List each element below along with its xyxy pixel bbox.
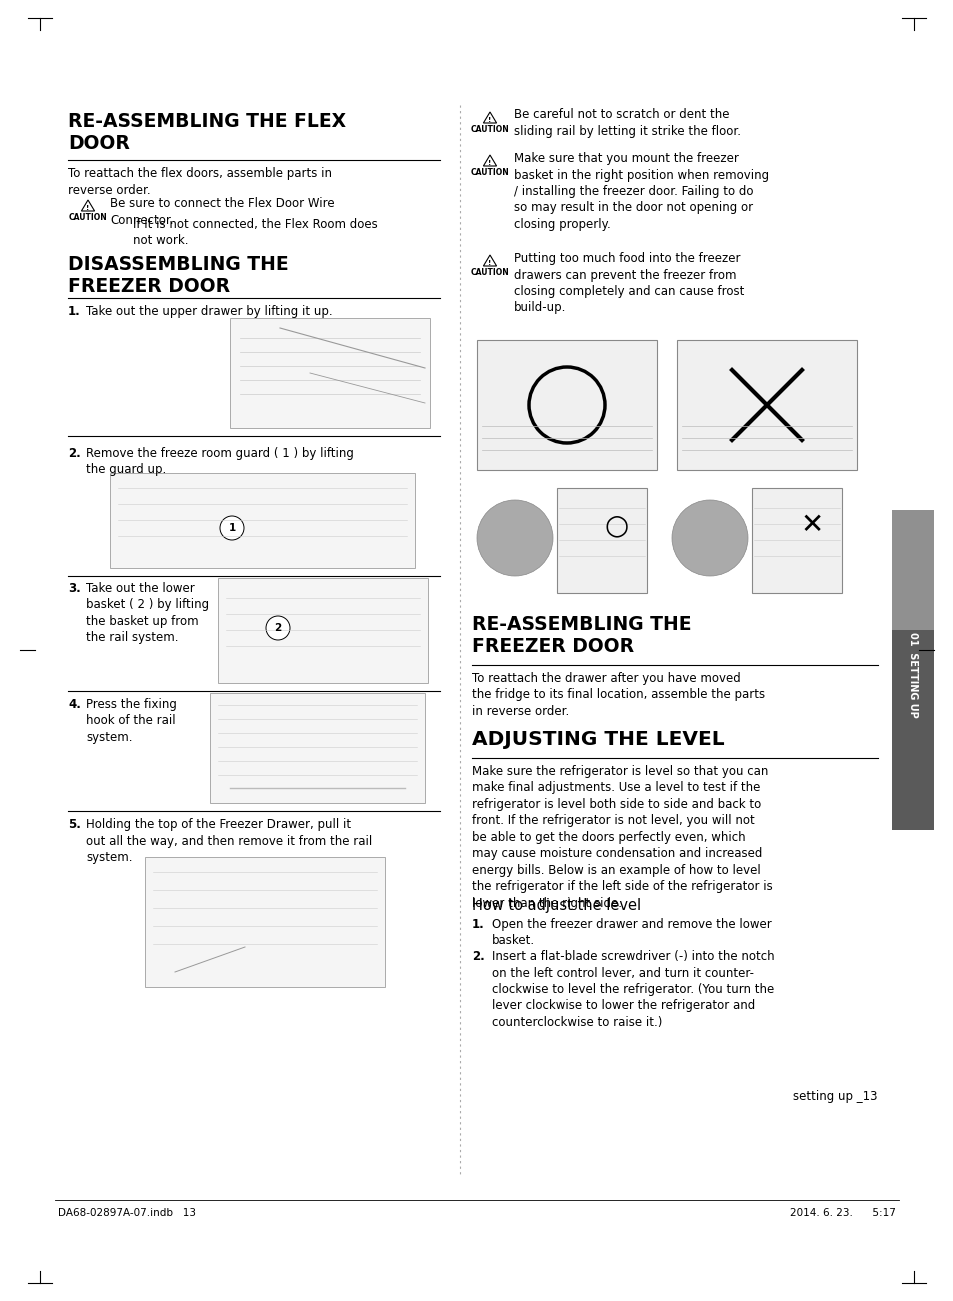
Text: Open the freezer drawer and remove the lower
basket.: Open the freezer drawer and remove the l… <box>492 919 771 947</box>
Text: Remove the freeze room guard ( 1 ) by lifting
the guard up.: Remove the freeze room guard ( 1 ) by li… <box>86 448 354 476</box>
Text: Take out the lower
basket ( 2 ) by lifting
the basket up from
the rail system.: Take out the lower basket ( 2 ) by lifti… <box>86 582 209 644</box>
Text: Putting too much food into the freezer
drawers can prevent the freezer from
clos: Putting too much food into the freezer d… <box>514 252 743 315</box>
Circle shape <box>220 516 244 540</box>
Text: Holding the top of the Freezer Drawer, pull it
out all the way, and then remove : Holding the top of the Freezer Drawer, p… <box>86 818 372 864</box>
Text: RE-ASSEMBLING THE
FREEZER DOOR: RE-ASSEMBLING THE FREEZER DOOR <box>472 615 691 656</box>
Text: CAUTION: CAUTION <box>69 213 108 222</box>
Text: How to adjust the level: How to adjust the level <box>472 898 640 913</box>
Text: Be careful not to scratch or dent the
sliding rail by letting it strike the floo: Be careful not to scratch or dent the sl… <box>514 108 740 138</box>
Text: !: ! <box>488 260 491 267</box>
Text: Make sure that you mount the freezer
basket in the right position when removing
: Make sure that you mount the freezer bas… <box>514 152 768 232</box>
Text: Press the fixing
hook of the rail
system.: Press the fixing hook of the rail system… <box>86 699 176 744</box>
Text: Be sure to connect the Flex Door Wire
Connector.: Be sure to connect the Flex Door Wire Co… <box>110 196 335 226</box>
Bar <box>476 340 657 470</box>
Text: Take out the upper drawer by lifting it up.: Take out the upper drawer by lifting it … <box>86 304 333 317</box>
Text: CAUTION: CAUTION <box>470 168 509 177</box>
Text: Make sure the refrigerator is level so that you can
make final adjustments. Use : Make sure the refrigerator is level so t… <box>472 765 772 909</box>
Circle shape <box>671 500 747 576</box>
Bar <box>891 520 933 830</box>
Bar <box>557 488 646 593</box>
Bar <box>751 488 841 593</box>
Bar <box>218 578 428 683</box>
Bar <box>230 317 430 428</box>
Text: 3.: 3. <box>68 582 81 595</box>
Text: To reattach the flex doors, assemble parts in
reverse order.: To reattach the flex doors, assemble par… <box>68 167 332 196</box>
Text: !: ! <box>87 206 90 211</box>
Text: CAUTION: CAUTION <box>470 125 509 134</box>
Text: 5.: 5. <box>68 818 81 831</box>
Text: To reattach the drawer after you have moved
the fridge to its final location, as: To reattach the drawer after you have mo… <box>472 673 764 718</box>
Bar <box>210 693 424 803</box>
Bar <box>145 857 385 987</box>
Bar <box>891 510 933 630</box>
Bar <box>677 340 856 470</box>
Bar <box>110 474 415 569</box>
Text: 1: 1 <box>228 523 235 533</box>
Text: 01  SETTING UP: 01 SETTING UP <box>907 632 917 718</box>
Text: Insert a flat-blade screwdriver (-) into the notch
on the left control lever, an: Insert a flat-blade screwdriver (-) into… <box>492 950 774 1029</box>
Text: 2.: 2. <box>68 448 81 461</box>
Text: setting up _13: setting up _13 <box>793 1090 877 1103</box>
Text: 2.: 2. <box>472 950 484 963</box>
Text: 4.: 4. <box>68 699 81 712</box>
Text: ADJUSTING THE LEVEL: ADJUSTING THE LEVEL <box>472 730 724 749</box>
Circle shape <box>476 500 553 576</box>
Text: DA68-02897A-07.indb   13: DA68-02897A-07.indb 13 <box>58 1209 195 1218</box>
Text: 2: 2 <box>274 623 281 634</box>
Text: DISASSEMBLING THE
FREEZER DOOR: DISASSEMBLING THE FREEZER DOOR <box>68 255 289 297</box>
Text: ○: ○ <box>604 511 628 539</box>
Text: 1.: 1. <box>472 919 484 932</box>
Text: !: ! <box>488 117 491 124</box>
Text: 2014. 6. 23.      5:17: 2014. 6. 23. 5:17 <box>789 1209 895 1218</box>
Circle shape <box>266 615 290 640</box>
Text: If it is not connected, the Flex Room does
not work.: If it is not connected, the Flex Room do… <box>132 219 377 247</box>
Text: !: ! <box>488 160 491 167</box>
Text: CAUTION: CAUTION <box>470 268 509 277</box>
Text: RE-ASSEMBLING THE FLEX
DOOR: RE-ASSEMBLING THE FLEX DOOR <box>68 112 346 154</box>
Text: ✕: ✕ <box>800 511 822 539</box>
Text: 1.: 1. <box>68 304 81 317</box>
